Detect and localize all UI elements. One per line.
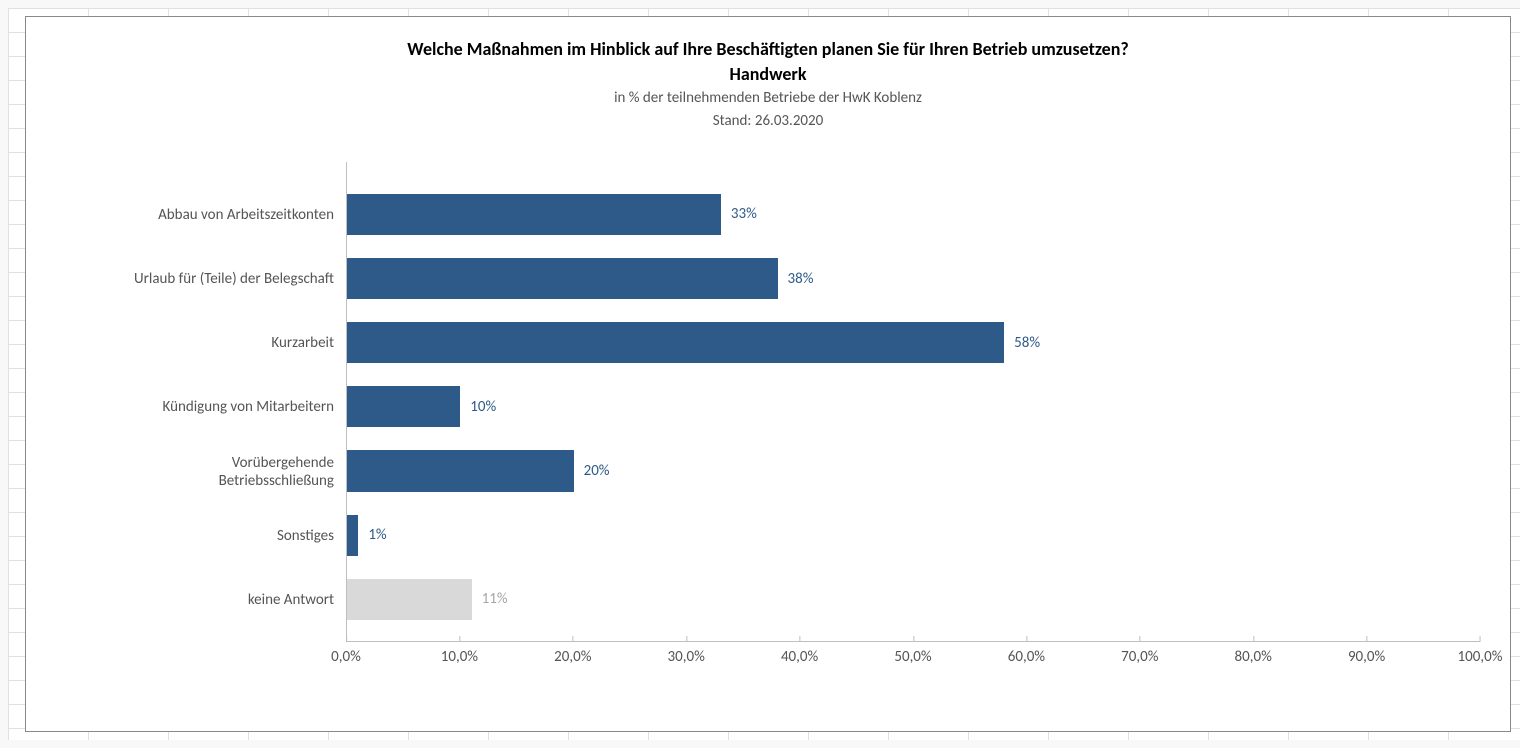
bar-row: 11% [347,567,1480,631]
x-tick-mark [573,636,574,642]
chart-title-line2: Handwerk [56,62,1480,87]
x-tick: 40,0% [781,642,818,666]
bar-value-label: 20% [574,462,610,480]
x-tick: 50,0% [894,642,931,666]
y-label: Kündigung von Mitarbeitern [56,375,346,439]
spreadsheet-background: Welche Maßnahmen im Hinblick auf Ihre Be… [8,8,1520,740]
x-tick: 60,0% [1008,642,1045,666]
bar [347,515,358,556]
y-label: keine Antwort [56,568,346,632]
bar-value-label: 33% [721,205,757,223]
x-tick: 70,0% [1121,642,1158,666]
x-tick: 10,0% [441,642,478,666]
bar [347,258,778,299]
y-axis-labels: Abbau von ArbeitszeitkontenUrlaub für (T… [56,162,346,682]
bar-row: 1% [347,503,1480,567]
x-tick-mark [800,636,801,642]
chart-container: Welche Maßnahmen im Hinblick auf Ihre Be… [25,16,1511,732]
x-tick-label: 10,0% [441,642,478,666]
bar [347,194,721,235]
x-tick: 20,0% [554,642,591,666]
x-tick-mark [1480,636,1481,642]
y-label: Urlaub für (Teile) der Belegschaft [56,247,346,311]
bar-row: 10% [347,375,1480,439]
x-tick-mark [1367,636,1368,642]
x-tick: 0,0% [331,642,361,666]
chart-title-line1: Welche Maßnahmen im Hinblick auf Ihre Be… [56,37,1480,62]
x-tick-mark [686,636,687,642]
x-tick-label: 60,0% [1008,642,1045,666]
x-tick-mark [913,636,914,642]
bars-area: 33%38%58%10%20%1%11% 0,0%10,0%20,0%30,0%… [346,162,1480,682]
bar [347,386,460,427]
y-label: Vorübergehende Betriebsschließung [56,440,346,504]
x-tick-mark [346,636,347,642]
x-tick: 30,0% [668,642,705,666]
bar-row: 33% [347,182,1480,246]
x-tick-label: 80,0% [1235,642,1272,666]
bar-row: 38% [347,247,1480,311]
bar-value-label: 10% [460,398,496,416]
x-tick-label: 50,0% [894,642,931,666]
chart-subtitle-line1: in % der teilnehmenden Betriebe der HwK … [56,87,1480,110]
x-tick-label: 40,0% [781,642,818,666]
x-tick-label: 20,0% [554,642,591,666]
bar-value-label: 11% [472,590,508,608]
bar-value-label: 38% [778,270,814,288]
plot-area: Abbau von ArbeitszeitkontenUrlaub für (T… [56,162,1480,682]
x-tick: 80,0% [1235,642,1272,666]
bar-row: 58% [347,311,1480,375]
x-tick-label: 100,0% [1458,642,1503,666]
bars-rows: 33% 38% 58% 10% 20% 1% 11% [346,162,1480,642]
chart-subtitle-line2: Stand: 26.03.2020 [56,110,1480,133]
y-label: Kurzarbeit [56,311,346,375]
title-block: Welche Maßnahmen im Hinblick auf Ihre Be… [56,37,1480,132]
x-tick-label: 0,0% [331,642,361,666]
bar [347,450,574,491]
x-tick-mark [1140,636,1141,642]
x-tick-mark [1026,636,1027,642]
bar-value-label: 58% [1004,334,1040,352]
x-tick-label: 30,0% [668,642,705,666]
bar [347,579,472,620]
x-tick-label: 90,0% [1348,642,1385,666]
y-label: Abbau von Arbeitszeitkonten [56,182,346,246]
bar-value-label: 1% [358,526,386,544]
x-tick-mark [1253,636,1254,642]
bar-row: 20% [347,439,1480,503]
x-tick-label: 70,0% [1121,642,1158,666]
x-axis-ticks: 0,0%10,0%20,0%30,0%40,0%50,0%60,0%70,0%8… [346,642,1480,682]
y-label: Sonstiges [56,504,346,568]
x-tick: 100,0% [1458,642,1503,666]
bar [347,322,1004,363]
x-tick-mark [459,636,460,642]
x-tick: 90,0% [1348,642,1385,666]
